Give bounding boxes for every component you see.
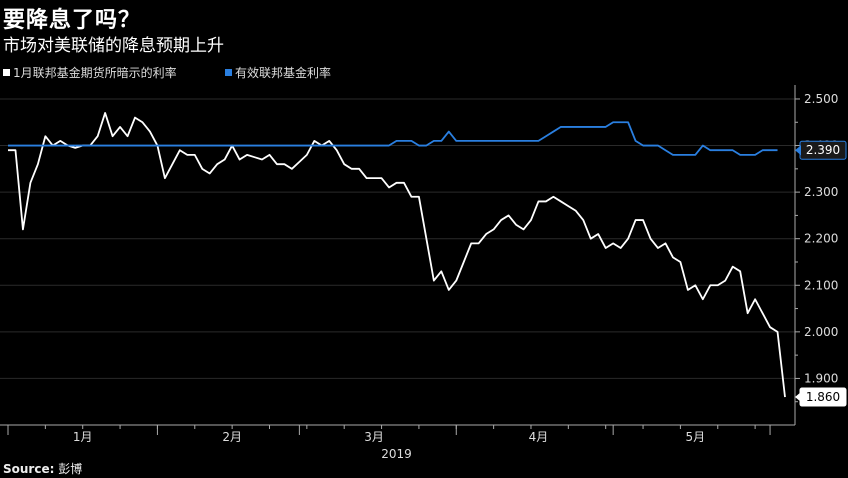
x-tick-label: 3月 (364, 430, 384, 444)
source-value: 彭博 (58, 462, 83, 476)
legend-label-implied: 1月联邦基金期货所暗示的利率 (13, 66, 177, 80)
series-line-implied (8, 112, 786, 398)
y-tick-label: 2.500 (804, 92, 838, 106)
last-value-label-implied: 1.860 (806, 390, 840, 404)
y-tick-label: 1.900 (804, 371, 838, 385)
source-label: Source: (3, 462, 55, 476)
last-value-pointer (795, 392, 801, 403)
x-tick-label: 2月 (222, 430, 242, 444)
legend-label-effective: 有效联邦基金利率 (235, 66, 332, 80)
legend-item-effective: 有效联邦基金利率 (225, 64, 331, 81)
y-tick-label: 2.300 (804, 185, 838, 199)
y-tick-label: 2.100 (804, 278, 838, 292)
source-note: Source: 彭博 (3, 460, 82, 477)
x-year-label: 2019 (381, 447, 412, 461)
x-tick-label: 1月 (73, 430, 93, 444)
y-tick-label: 2.200 (804, 232, 838, 246)
series-line-effective (8, 121, 778, 156)
x-tick-label: 5月 (686, 430, 706, 444)
chart-title: 要降息了吗？ (3, 8, 142, 33)
legend-swatch-effective (225, 69, 232, 76)
last-value-label-effective: 2.390 (806, 143, 840, 157)
y-tick-label: 2.000 (804, 325, 838, 339)
chart-subtitle: 市场对美联储的降息预期上升 (3, 36, 224, 56)
last-value-pointer (795, 145, 801, 156)
legend-item-implied: 1月联邦基金期货所暗示的利率 (3, 64, 177, 81)
legend-swatch-implied (3, 69, 10, 76)
x-tick-label: 4月 (529, 430, 549, 444)
